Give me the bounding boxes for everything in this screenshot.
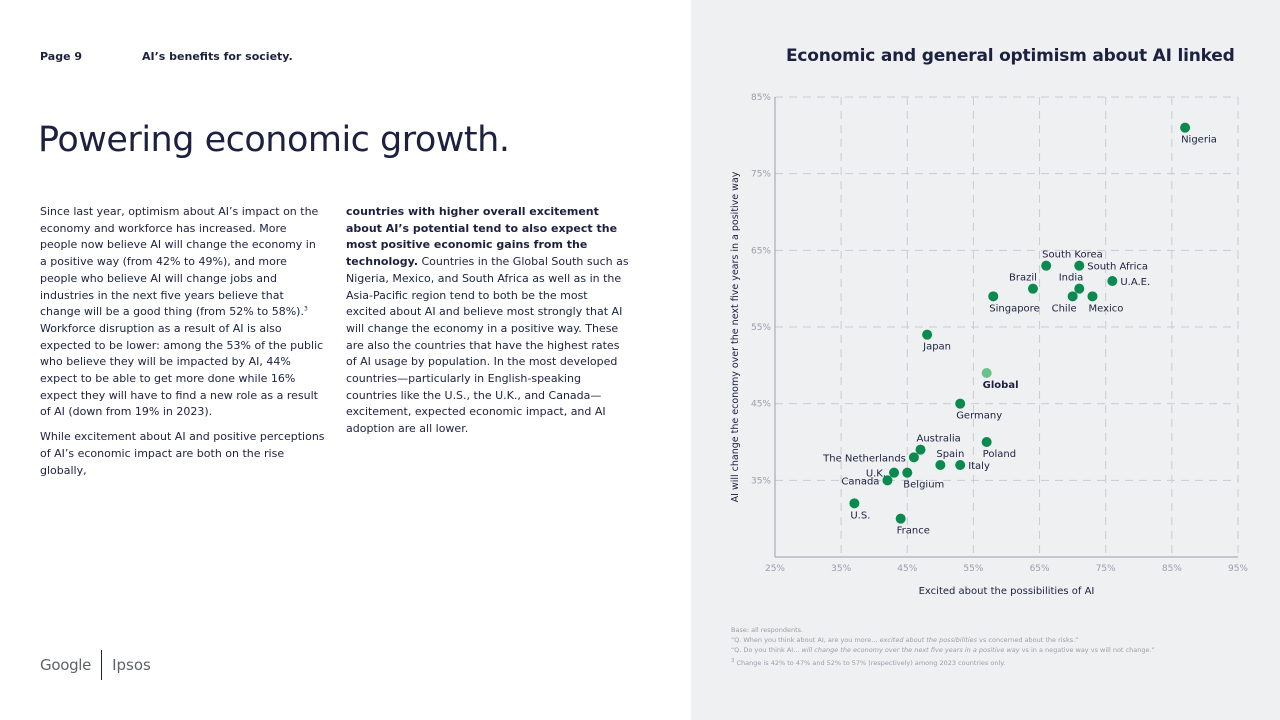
point-global [981,368,992,378]
point-poland [981,437,992,447]
point-the-netherlands [908,452,919,463]
y-tick-label: 45% [751,400,771,410]
point-u-k [889,467,900,478]
y-tick-label: 85% [751,93,771,103]
x-tick-label: 75% [1096,564,1116,574]
y-axis-title: AI will change the economy over the next… [730,171,741,502]
point-u-s [849,498,860,509]
point-south-korea [1041,260,1052,271]
point-label-italy: Italy [968,461,990,472]
point-canada [882,475,893,486]
point-chile [1067,291,1078,302]
footnote-number: 3 [731,657,735,664]
point-france [895,513,906,524]
x-tick-label: 35% [831,564,851,574]
point-brazil [1027,283,1038,294]
x-tick-label: 65% [1030,564,1050,574]
point-label-australia: Australia [917,434,961,445]
note-question-2: “Q. Do you think AI... will change the e… [731,645,1271,655]
note-text: vs concerned about the risks.” [977,636,1079,645]
body-text: Since last year, optimism about AI’s imp… [40,205,319,319]
point-label-belgium: Belgium [903,480,944,491]
page-title: Powering economic growth. [38,120,510,160]
point-label-u-k: U.K. [866,469,886,480]
point-nigeria [1180,122,1191,133]
x-tick-label: 45% [897,564,917,574]
google-logo: Google [40,656,92,674]
body-paragraph: While excitement about AI and positive p… [40,430,325,477]
text-panel: Page 9 AI’s benefits for society. Poweri… [38,50,631,680]
section-label: AI’s benefits for society. [142,50,293,63]
body-paragraph: Since last year, optimism about AI’s imp… [40,204,325,421]
note-text: vs in a negative way vs will not change.… [1019,646,1155,655]
body-text: Countries in the Global South such as Ni… [346,255,629,436]
point-singapore [988,291,999,302]
point-label-france: France [897,526,930,537]
point-label-india: India [1059,273,1084,284]
body-text: Workforce disruption as a result of AI i… [40,321,324,419]
note-base: Base: all respondents. [731,626,804,634]
footnote-ref: 3 [303,305,308,313]
note-text: “Q. Do you think AI... [731,646,802,655]
point-belgium [902,467,913,478]
x-axis-title: Excited about the possibilities of AI [919,586,1095,597]
body-paragraph: countries with higher overall excitement… [346,204,631,438]
y-tick-label: 55% [751,323,771,333]
point-australia [915,444,926,455]
point-label-spain: Spain [936,449,964,460]
point-label-u-a-e: U.A.E. [1120,277,1150,288]
note-footnote: 3 Change is 42% to 47% and 52% to 57% (r… [731,656,1271,668]
x-tick-label: 85% [1162,564,1182,574]
page-number: Page 9 [40,50,83,63]
point-germany [955,398,966,409]
point-japan [922,329,933,340]
point-mexico [1087,291,1098,302]
y-tick-label: 65% [751,246,771,256]
body-column-1: Since last year, optimism about AI’s imp… [40,204,325,487]
chart-panel [691,0,1280,720]
logos: Google Ipsos [40,650,151,680]
point-italy [955,460,966,470]
point-label-mexico: Mexico [1088,303,1123,314]
y-tick-label: 35% [751,476,771,486]
chart-title: Economic and general optimism about AI l… [786,46,1235,66]
x-tick-label: 95% [1228,564,1248,574]
x-tick-label: 25% [765,564,785,574]
point-label-global: Global [983,380,1019,391]
point-u-a-e [1107,276,1118,286]
y-tick-label: 75% [751,170,771,180]
note-italic: excited about the possibilities [879,636,978,645]
note-text: “Q. When you think about AI, are you mor… [731,636,880,645]
point-label-brazil: Brazil [1009,273,1037,284]
logo-divider [101,650,103,680]
point-label-canada: Canada [841,476,879,487]
point-label-south-africa: South Africa [1087,262,1148,273]
chart-notes: Base: all respondents. “Q. When you thin… [731,625,1271,668]
point-label-u-s: U.S. [850,510,870,521]
note-italic: will change the economy over the next fi… [801,646,1020,655]
x-tick-label: 55% [963,564,983,574]
body-column-2: countries with higher overall excitement… [346,204,631,446]
note-text: Change is 42% to 47% and 52% to 57% (res… [734,658,1006,667]
point-label-south-korea: South Korea [1042,250,1103,261]
point-india [1074,283,1085,294]
point-label-japan: Japan [922,342,951,353]
point-label-chile: Chile [1052,303,1077,314]
point-label-the-netherlands: The Netherlands [822,453,906,464]
body-bold-text: countries with higher overall excitement… [346,205,618,269]
point-south-africa [1074,260,1085,271]
note-question-1: “Q. When you think about AI, are you mor… [731,635,1271,645]
point-label-singapore: Singapore [989,303,1039,314]
ipsos-logo: Ipsos [112,656,151,674]
point-label-germany: Germany [956,411,1002,422]
scatter-chart: 35% 45% 55% 65% 75% 85% 25% 35% 45% 55% 65% 75% 85% 9… [730,93,1248,597]
point-spain [935,460,946,470]
point-label-poland: Poland [983,449,1016,460]
point-label-nigeria: Nigeria [1181,135,1217,146]
